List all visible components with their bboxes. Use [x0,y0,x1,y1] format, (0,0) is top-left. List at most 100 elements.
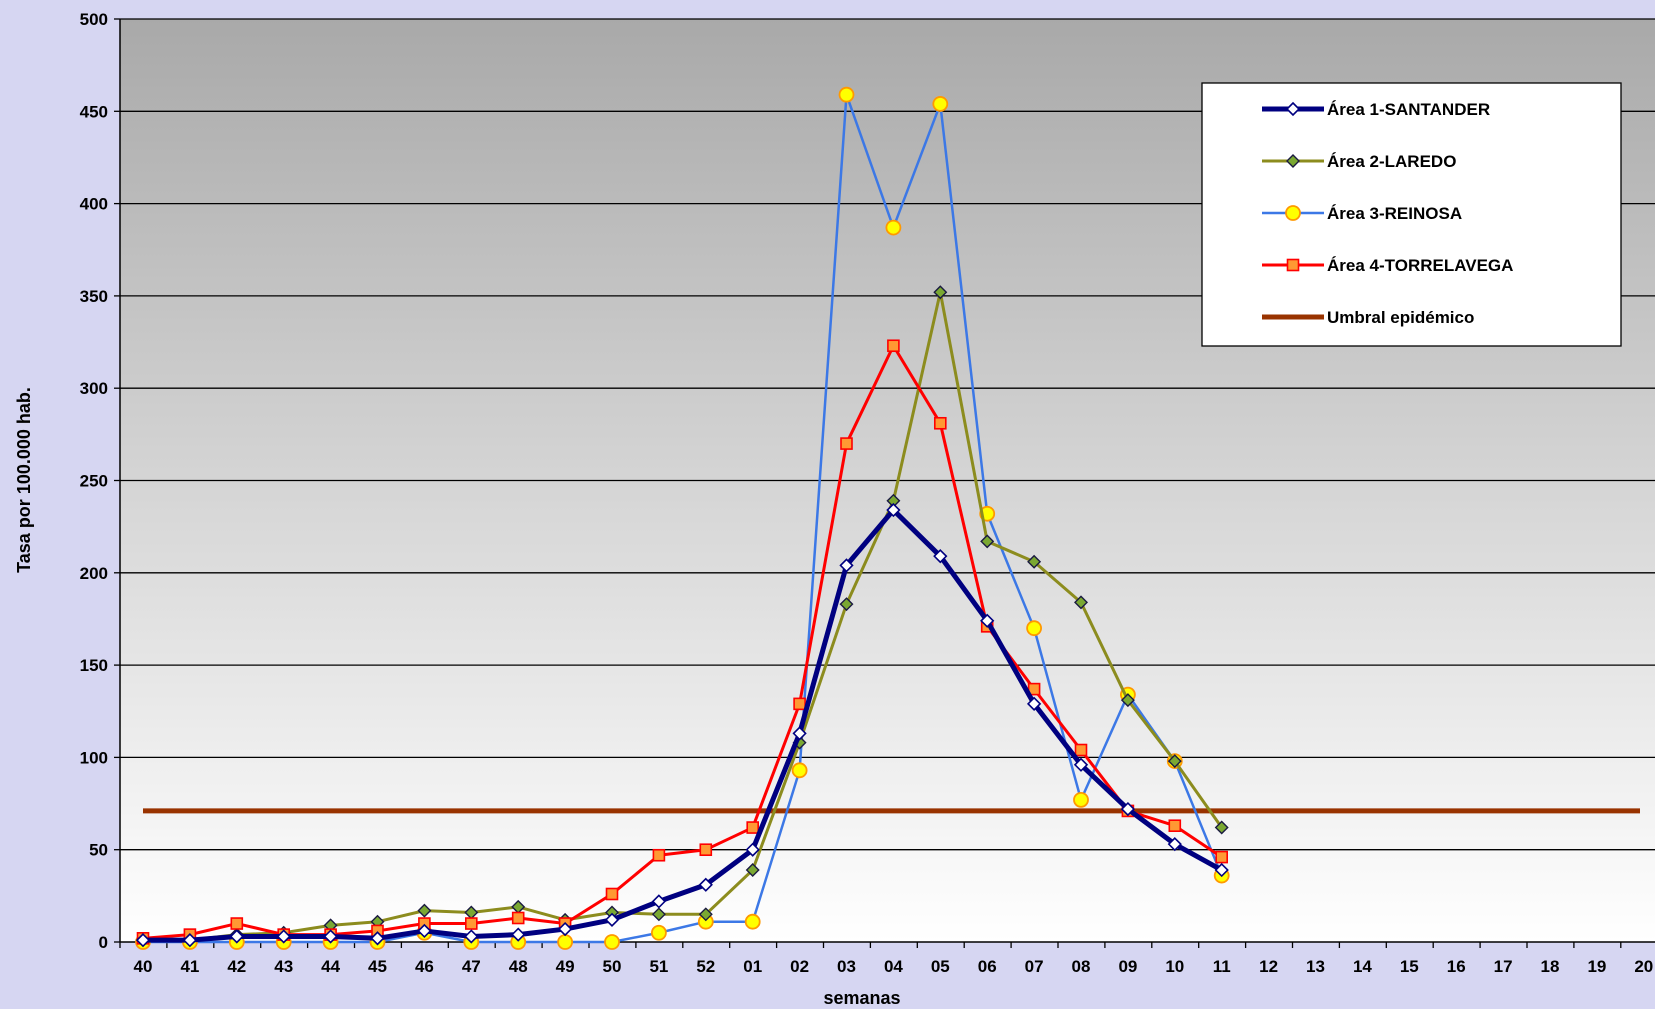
data-point [933,285,948,300]
data-point [698,877,713,892]
x-tick-label-18: 18 [1541,957,1560,976]
data-point [230,917,244,930]
data-point [886,502,901,518]
data-point [1120,693,1135,708]
legend-label: Área 4-TORRELAVEGA [1327,256,1513,275]
x-axis-title: semanas [823,988,900,1008]
y-tick-label: 350 [80,287,108,306]
data-point [1073,757,1089,772]
x-tick-label-10: 10 [1165,957,1184,976]
data-point [557,934,573,950]
x-tick-label-06: 06 [978,957,997,976]
data-point [885,219,902,236]
x-tick-label-20: 20 [1634,957,1653,976]
y-tick-label: 300 [80,379,108,398]
legend-item-1: Área 1-SANTANDER [1262,100,1490,119]
data-point [1214,862,1229,878]
x-tick-label-40: 40 [134,957,153,976]
data-point [887,339,900,353]
legend-swatch-marker [1286,154,1300,168]
data-point [651,894,667,909]
legend-item-5: Umbral epidémico [1262,308,1474,327]
data-point [604,912,620,927]
data-point [980,534,995,549]
x-tick-label-15: 15 [1400,957,1419,976]
x-tick-label-11: 11 [1213,957,1231,976]
data-point [182,933,198,948]
series-group [135,86,1640,950]
data-point [1074,595,1088,610]
x-tick-label-44: 44 [321,957,340,976]
x-tick-label-49: 49 [556,957,575,976]
x-axis-ticks: 40 41 42 43 44 45 46 47 48 49 50 51 52 01 02 03 04 05 06 07… [119,942,1653,976]
x-tick-label-03: 03 [837,957,856,976]
x-tick-label-02: 02 [790,957,809,976]
data-point [135,933,151,948]
data-point [1168,819,1182,833]
x-tick-label-13: 13 [1306,957,1325,976]
data-point [932,96,949,112]
series-3 [135,86,1230,950]
data-point [652,848,666,862]
legend-item-3: Área 3-REINOSA [1262,204,1462,223]
data-point [417,903,432,918]
x-tick-label-19: 19 [1587,957,1606,976]
y-axis-title: Tasa por 100.000 hab. [14,387,34,573]
x-tick-label-09: 09 [1118,957,1137,976]
y-axis-ticks: 0 50 100 150 200 250 300 350 400 450 500 [80,10,120,952]
x-tick-label-51: 51 [649,957,668,976]
x-tick-label-50: 50 [603,957,622,976]
x-tick-label-05: 05 [931,957,950,976]
data-point [276,929,291,944]
x-tick-label-52: 52 [696,957,715,976]
x-tick-label-47: 47 [462,957,481,976]
data-point [793,697,806,711]
data-point [1215,850,1228,864]
data-point [1167,837,1182,852]
x-tick-label-45: 45 [368,957,387,976]
data-point [464,917,478,930]
x-tick-label-16: 16 [1447,957,1466,976]
legend-item-2: Área 2-LAREDO [1262,152,1456,171]
data-point [699,843,713,857]
data-point [511,911,525,925]
x-tick-label-41: 41 [180,957,199,976]
y-tick-label: 450 [80,102,108,121]
data-point [791,762,808,779]
x-tick-label-04: 04 [884,957,903,976]
x-tick-label-43: 43 [274,957,293,976]
data-point [1027,554,1042,569]
data-point [838,86,855,103]
data-point [417,923,432,939]
data-point [1026,696,1042,711]
data-point [840,437,853,450]
data-point [745,842,760,857]
data-point [792,726,807,741]
data-point [933,549,948,564]
data-point [745,863,760,877]
data-point [698,907,713,922]
y-tick-label: 50 [89,841,108,860]
data-point [1120,801,1136,817]
data-point [1073,791,1089,808]
y-tick-label: 0 [99,933,108,952]
legend: Área 1-SANTANDER Área 2-LAREDO Área 3-REIN… [1201,82,1622,347]
legend-swatch-marker [1285,205,1301,221]
y-tick-label: 100 [80,748,108,767]
legend-label: Umbral epidémico [1327,308,1474,327]
data-point [557,921,573,937]
x-tick-label-46: 46 [415,957,434,976]
x-tick-label-42: 42 [227,957,246,976]
legend-label: Área 2-LAREDO [1327,152,1456,171]
y-tick-label: 500 [80,10,108,29]
data-point [1214,820,1229,835]
data-point [604,934,620,950]
y-tick-label: 150 [80,656,108,675]
y-tick-label: 400 [80,195,108,214]
data-point [744,913,761,930]
x-tick-label-07: 07 [1025,957,1044,976]
series-line-2 [143,290,1223,942]
x-tick-label-48: 48 [509,957,528,976]
legend-box [1201,82,1622,347]
series-1 [135,502,1229,948]
